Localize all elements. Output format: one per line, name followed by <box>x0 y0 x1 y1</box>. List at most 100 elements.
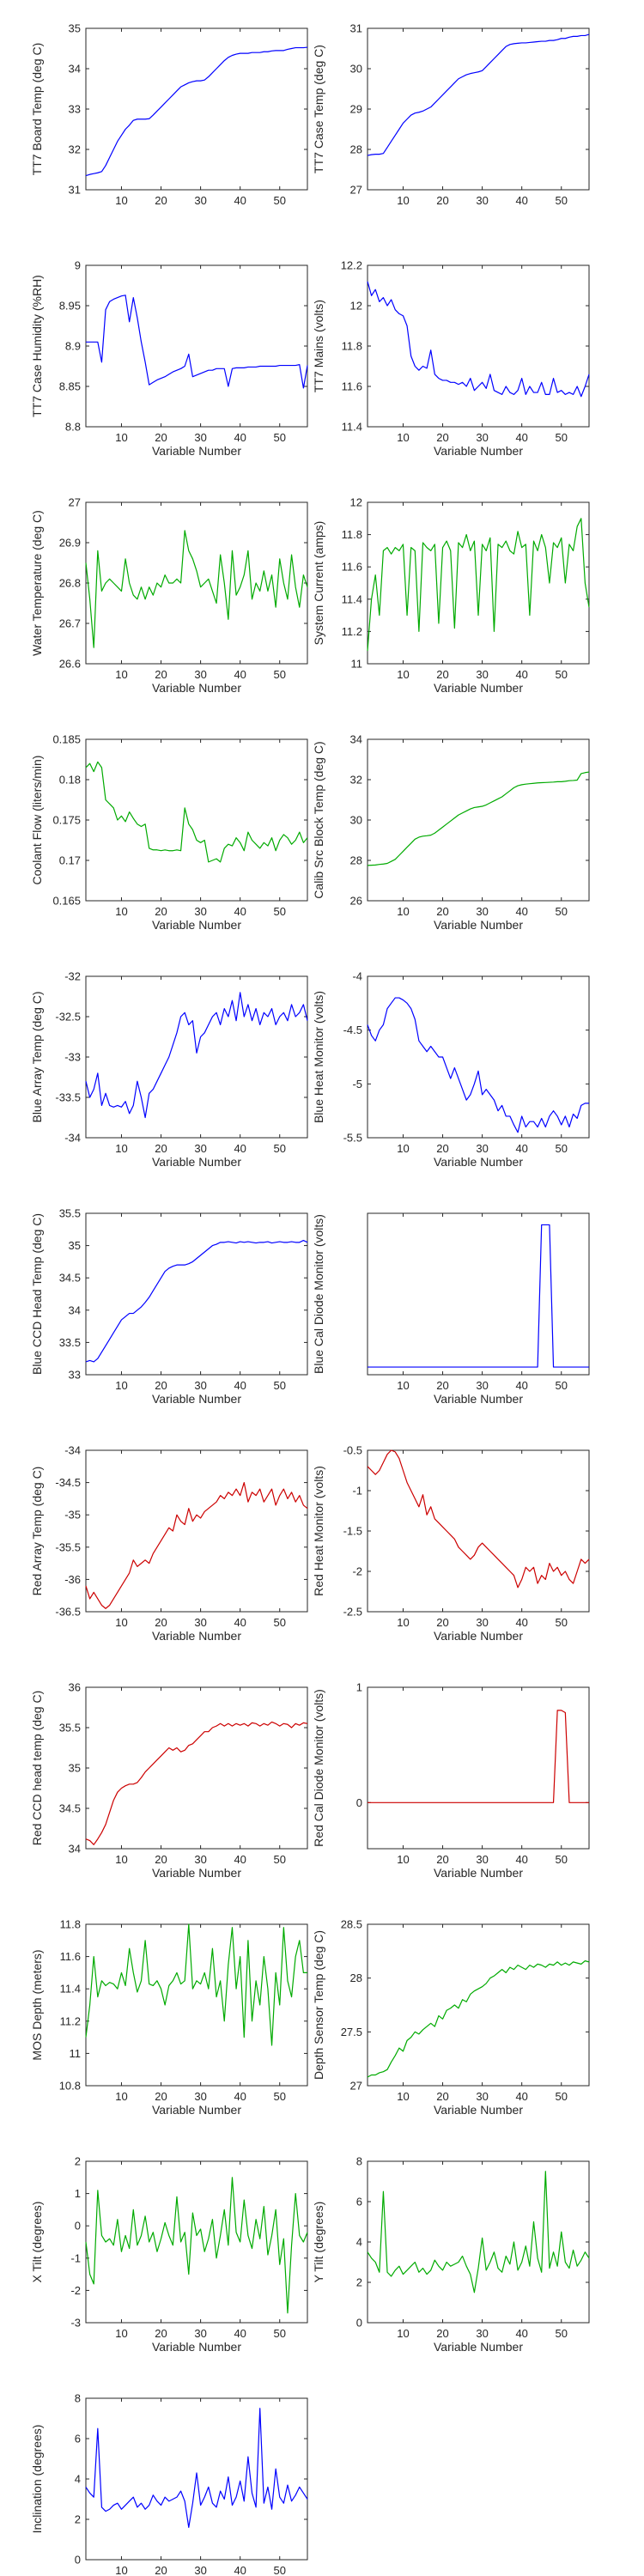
y-axis-label: MOS Depth (meters) <box>30 1949 44 2060</box>
x-tick-label: 20 <box>155 2090 167 2103</box>
x-tick-label: 40 <box>234 431 246 444</box>
y-tick-label: -2 <box>352 1565 362 1578</box>
series-line <box>85 2408 308 2528</box>
x-tick-label: 20 <box>155 668 167 681</box>
y-tick-label: 6 <box>75 2433 81 2445</box>
plot-area <box>367 501 590 665</box>
y-tick-label: 0 <box>356 2317 362 2330</box>
y-tick-label: 35 <box>69 1762 81 1775</box>
y-tick-label: -4.5 <box>343 1024 362 1036</box>
chart-blue-cal-diode-monitor-volts: 10 20 30 40 50 Blue Cal Diode Monitor (volts)… <box>312 1212 590 1406</box>
plot-area <box>85 264 308 428</box>
x-tick-label: 30 <box>194 1142 206 1155</box>
y-tick-label: 34 <box>69 1843 81 1856</box>
plot-area <box>85 1686 308 1850</box>
series-line <box>367 997 589 1133</box>
chart-y-tilt-degrees: 10 20 30 40 50 0 2 4 6 8 Y Tilt (degrees) Variable … <box>312 2155 590 2354</box>
x-tick-label: 10 <box>115 2327 127 2340</box>
y-tick-label: 11.2 <box>60 2014 81 2027</box>
x-tick-label: 40 <box>234 1853 246 1866</box>
series-line <box>85 1923 307 2046</box>
y-tick-label: 29 <box>350 103 362 116</box>
x-tick-label: 40 <box>234 905 246 918</box>
y-axis-label: X Tilt (degrees) <box>30 2202 44 2283</box>
x-axis-label: Variable Number <box>434 444 523 458</box>
x-tick-label: 30 <box>194 905 206 918</box>
plot-area <box>367 1686 590 1850</box>
series-line <box>368 1710 589 1803</box>
y-tick-label: 8.95 <box>59 300 81 313</box>
chart-red-cal-diode-monitor-volts: 10 20 30 40 50 0 1 Red Cal Diode Monitor (volts… <box>312 1681 590 1880</box>
x-tick-label: 50 <box>556 1853 568 1866</box>
series-line <box>367 1960 590 2078</box>
y-tick-label: 28 <box>350 1971 362 1984</box>
y-tick-label: 26.6 <box>59 658 81 671</box>
y-tick-label: 0 <box>356 1796 362 1809</box>
series-line <box>85 1721 308 1845</box>
y-axis-label: TT7 Case Temp (deg C) <box>312 45 325 173</box>
x-tick-label: 20 <box>155 905 167 918</box>
x-tick-label: 10 <box>115 431 127 444</box>
x-tick-label: 10 <box>397 1853 409 1866</box>
x-tick-label: 40 <box>234 2327 246 2340</box>
y-axis-label: System Current (amps) <box>312 521 325 646</box>
x-tick-label: 40 <box>234 2564 246 2576</box>
x-tick-label: 30 <box>194 668 206 681</box>
y-tick-label: -32.5 <box>55 1011 81 1024</box>
x-tick-label: 50 <box>274 1616 286 1629</box>
x-tick-label: 10 <box>397 668 409 681</box>
chart-blue-heat-monitor-volts: 10 20 30 40 50 -5.5 -5 -4.5 -4 Blue Heat Monitor … <box>312 970 590 1169</box>
y-tick-label: 26.8 <box>59 577 81 590</box>
y-tick-label: -34 <box>64 1444 81 1457</box>
x-tick-label: 30 <box>476 1853 488 1866</box>
series-line <box>85 1481 308 1609</box>
x-tick-label: 30 <box>194 1616 206 1629</box>
x-tick-label: 30 <box>194 1853 206 1866</box>
y-tick-label: 8 <box>356 2155 362 2168</box>
x-tick-label: 30 <box>476 194 488 207</box>
y-tick-label: 2 <box>75 2155 81 2168</box>
y-tick-label: 0.185 <box>52 733 81 746</box>
y-tick-label: 12 <box>350 300 362 313</box>
plot-area <box>85 1449 308 1613</box>
x-tick-label: 20 <box>155 1853 167 1866</box>
plot-area <box>85 975 308 1139</box>
plot-area <box>367 1212 590 1376</box>
x-tick-label: 20 <box>155 431 167 444</box>
y-tick-label: 4 <box>75 2473 81 2486</box>
y-tick-label: 28 <box>350 143 362 156</box>
series-line <box>367 281 590 398</box>
y-tick-label: -4 <box>352 970 362 983</box>
x-tick-label: 50 <box>556 1616 568 1629</box>
series-line <box>367 771 590 866</box>
x-tick-label: 20 <box>436 2090 448 2103</box>
y-tick-label: 8.85 <box>59 380 81 393</box>
y-tick-label: 34 <box>69 1303 81 1316</box>
chart-mos-depth-meters: 10 20 30 40 50 10.8 11 11.2 11.4 11.6 11.8 MOS Dept… <box>30 1918 308 2117</box>
x-axis-label: Variable Number <box>434 1866 523 1880</box>
chart-tt7-mains-volts: 10 20 30 40 50 11.4 11.6 11.8 12 12.2 TT7 Mains (v… <box>312 259 590 458</box>
x-tick-label: 40 <box>515 431 527 444</box>
y-tick-label: -32 <box>64 970 81 983</box>
y-tick-label: 11.2 <box>342 625 362 638</box>
y-axis-label: Depth Sensor Temp (deg C) <box>312 1930 325 2080</box>
y-tick-label: 34 <box>69 63 81 76</box>
x-axis-label: Variable Number <box>434 1629 523 1643</box>
x-tick-label: 10 <box>397 194 409 207</box>
y-tick-label: -1.5 <box>343 1525 362 1538</box>
x-tick-label: 40 <box>515 905 527 918</box>
chart-depth-sensor-temp-deg-c: 10 20 30 40 50 27 27.5 28 28.5 Depth Sensor Temp … <box>312 1918 590 2117</box>
y-tick-label: 11.6 <box>342 380 362 393</box>
y-tick-label: 11.6 <box>342 561 362 574</box>
x-axis-label: Variable Number <box>152 1155 241 1169</box>
x-axis-label: Variable Number <box>152 1866 241 1880</box>
y-tick-label: -33.5 <box>55 1091 81 1104</box>
y-tick-label: 4 <box>356 2236 362 2249</box>
y-axis-label: Y Tilt (degrees) <box>312 2202 325 2283</box>
y-tick-label: 11.6 <box>60 1950 81 1963</box>
y-tick-label: 35.5 <box>59 1722 81 1735</box>
y-tick-label: 10.8 <box>59 2080 81 2093</box>
x-tick-label: 20 <box>155 1616 167 1629</box>
x-tick-label: 20 <box>155 194 167 207</box>
x-axis-label: Variable Number <box>152 918 241 932</box>
